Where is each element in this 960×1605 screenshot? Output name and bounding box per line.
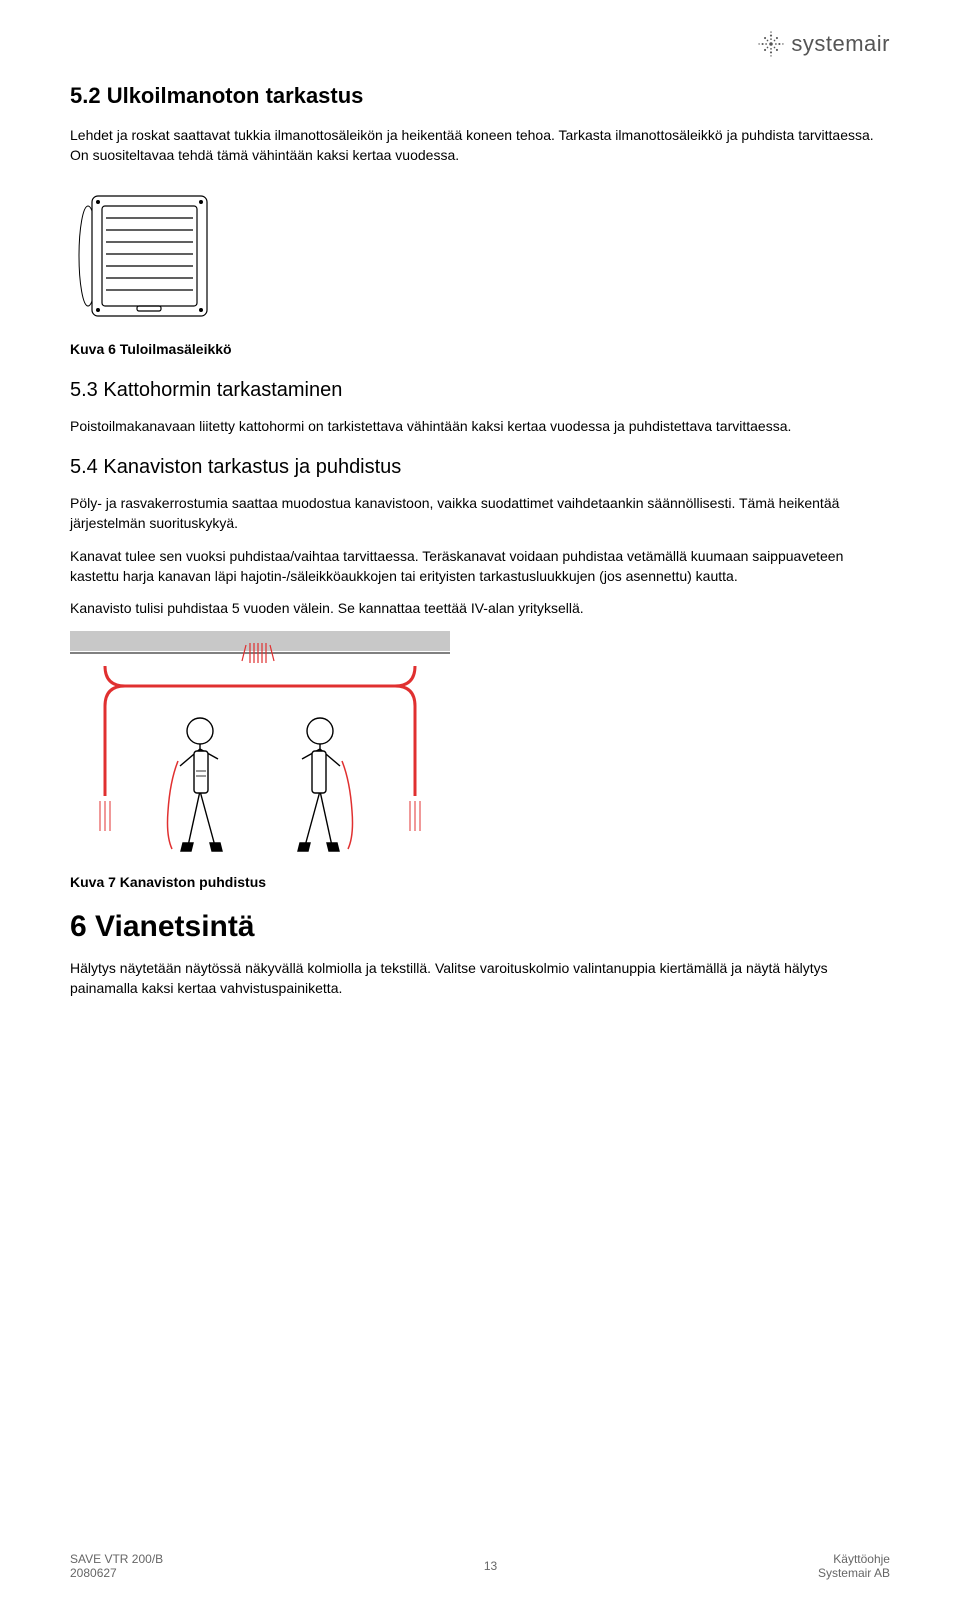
footer-right: Käyttöohje Systemair AB bbox=[818, 1552, 890, 1580]
heading-5-4: 5.4 Kanaviston tarkastus ja puhdistus bbox=[70, 456, 890, 479]
logo-text: systemair bbox=[791, 31, 890, 57]
paragraph: Pöly- ja rasvakerrostumia saattaa muodos… bbox=[70, 493, 890, 534]
footer-company: Systemair AB bbox=[818, 1566, 890, 1580]
paragraph: Kanavat tulee sen vuoksi puhdistaa/vaiht… bbox=[70, 546, 890, 587]
paragraph: Kanavisto tulisi puhdistaa 5 vuoden väle… bbox=[70, 598, 890, 618]
paragraph: Hälytys näytetään näytössä näkyvällä kol… bbox=[70, 958, 890, 999]
systemair-logo-icon bbox=[757, 30, 785, 58]
figure-7-caption: Kuva 7 Kanaviston puhdistus bbox=[70, 872, 890, 892]
page: systemair 5.2 Ulkoilmanoton tarkastus Le… bbox=[0, 0, 960, 1061]
footer-doctype: Käyttöohje bbox=[818, 1552, 890, 1566]
heading-6: 6 Vianetsintä bbox=[70, 910, 890, 944]
logo: systemair bbox=[757, 30, 890, 58]
footer-docnum: 2080627 bbox=[70, 1566, 163, 1580]
paragraph: Poistoilmakanavaan liitetty kattohormi o… bbox=[70, 416, 890, 436]
footer-model: SAVE VTR 200/B bbox=[70, 1552, 163, 1566]
figure-7-duct-cleaning bbox=[70, 631, 890, 866]
footer-page-number: 13 bbox=[484, 1559, 497, 1573]
heading-5-2: 5.2 Ulkoilmanoton tarkastus bbox=[70, 83, 890, 109]
header: systemair bbox=[70, 30, 890, 58]
paragraph: Lehdet ja roskat saattavat tukkia ilmano… bbox=[70, 125, 890, 166]
footer-left: SAVE VTR 200/B 2080627 bbox=[70, 1552, 163, 1580]
figure-6-vent bbox=[70, 178, 890, 333]
figure-6-caption: Kuva 6 Tuloilmasäleikkö bbox=[70, 339, 890, 359]
heading-5-3: 5.3 Kattohormin tarkastaminen bbox=[70, 379, 890, 402]
footer-center: 13 bbox=[484, 1559, 497, 1573]
footer: SAVE VTR 200/B 2080627 13 Käyttöohje Sys… bbox=[70, 1552, 890, 1580]
